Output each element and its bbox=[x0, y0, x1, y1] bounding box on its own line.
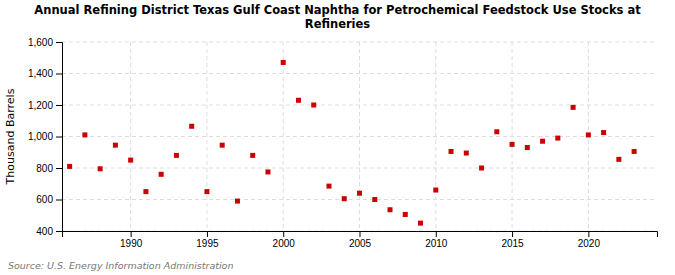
point bbox=[159, 172, 164, 177]
chart: 1990 1995 2000 2005 2010 2015 2020 400 600 800 1,0… bbox=[0, 0, 675, 275]
x-tick-mark bbox=[360, 231, 361, 237]
x-tick: 2010 bbox=[425, 231, 448, 249]
grid bbox=[62, 42, 657, 231]
x-tick-mark bbox=[131, 231, 132, 237]
y-tick-label: 1,400 bbox=[28, 68, 53, 79]
point bbox=[601, 130, 606, 135]
y-tick: 1,600 bbox=[28, 37, 62, 48]
x-tick-mark bbox=[207, 231, 208, 237]
point bbox=[418, 221, 423, 226]
point bbox=[143, 189, 148, 194]
point bbox=[357, 191, 362, 196]
x-axis-line bbox=[63, 232, 658, 238]
x-tick-label: 2020 bbox=[578, 238, 601, 249]
x-axis: 1990 1995 2000 2005 2010 2015 2020 bbox=[63, 231, 658, 249]
point bbox=[464, 151, 469, 156]
y-tick: 1,000 bbox=[28, 131, 62, 142]
title-line: Refineries bbox=[305, 17, 371, 31]
x-tick-mark bbox=[436, 231, 437, 237]
title: Annual Refining District Texas Gulf Coas… bbox=[34, 3, 641, 31]
x-tick-label: 2000 bbox=[273, 238, 296, 249]
y-tick: 1,200 bbox=[28, 100, 62, 111]
y-tick-mark bbox=[56, 168, 62, 169]
title-line: Annual Refining District Texas Gulf Coas… bbox=[34, 3, 641, 17]
point bbox=[311, 103, 316, 108]
point bbox=[510, 142, 515, 147]
point bbox=[403, 212, 408, 217]
point bbox=[67, 164, 72, 169]
x-grid-line bbox=[359, 42, 360, 231]
x-grid-line bbox=[512, 42, 513, 231]
x-tick: 2020 bbox=[578, 231, 601, 249]
y-tick: 800 bbox=[36, 163, 62, 174]
y-tick-mark bbox=[56, 74, 62, 75]
points bbox=[67, 60, 636, 226]
x-tick-label: 1995 bbox=[196, 238, 219, 249]
point bbox=[479, 166, 484, 171]
point bbox=[98, 166, 103, 171]
x-grid-line bbox=[435, 42, 436, 231]
point bbox=[494, 129, 499, 134]
x-tick: 1995 bbox=[196, 231, 219, 249]
x-tick: 2000 bbox=[273, 231, 296, 249]
y-tick-mark bbox=[56, 105, 62, 106]
point bbox=[113, 143, 118, 148]
x-tick-label: 1990 bbox=[120, 238, 143, 249]
x-tick-mark bbox=[588, 231, 589, 237]
x-tick: 1990 bbox=[120, 231, 143, 249]
x-grid-line bbox=[130, 42, 131, 231]
point bbox=[250, 153, 255, 158]
x-grid-line bbox=[206, 42, 207, 231]
y-tick-label: 1,000 bbox=[28, 131, 53, 142]
point bbox=[326, 184, 331, 189]
y-tick-label: 1,600 bbox=[28, 37, 53, 48]
point bbox=[342, 196, 347, 201]
plot-area: 1990 1995 2000 2005 2010 2015 2020 400 600 800 1,0… bbox=[28, 37, 658, 249]
y-tick-mark bbox=[56, 231, 62, 232]
y-tick-mark bbox=[56, 42, 62, 43]
y-tick-label: 800 bbox=[36, 163, 53, 174]
point bbox=[449, 149, 454, 154]
y-tick: 600 bbox=[36, 194, 62, 205]
y-tick-label: 1,200 bbox=[28, 100, 53, 111]
point bbox=[616, 157, 621, 162]
point bbox=[586, 132, 591, 137]
point bbox=[189, 124, 194, 129]
y-tick: 400 bbox=[36, 226, 62, 237]
point bbox=[372, 197, 377, 202]
source: Source: U.S. Energy Information Administ… bbox=[8, 260, 233, 271]
point bbox=[82, 132, 87, 137]
y-tick-label: 400 bbox=[36, 226, 53, 237]
y-axis: 400 600 800 1,000 1,200 1,400 1,600 bbox=[28, 37, 63, 237]
point bbox=[174, 153, 179, 158]
y-tick-mark bbox=[56, 137, 62, 138]
x-tick: 2015 bbox=[501, 231, 524, 249]
point bbox=[296, 98, 301, 103]
x-grid-line bbox=[283, 42, 284, 231]
x-tick: 2005 bbox=[349, 231, 372, 249]
point bbox=[265, 169, 270, 174]
point bbox=[388, 207, 393, 212]
y-axis-line bbox=[56, 43, 63, 232]
point bbox=[235, 199, 240, 204]
y-tick: 1,400 bbox=[28, 68, 62, 79]
y-axis-title: Thousand Barrels bbox=[4, 88, 17, 185]
x-tick-mark bbox=[512, 231, 513, 237]
point bbox=[555, 136, 560, 141]
point bbox=[281, 60, 286, 65]
point bbox=[433, 188, 438, 193]
x-tick-label: 2015 bbox=[501, 238, 524, 249]
point bbox=[220, 143, 225, 148]
y-tick-label: 600 bbox=[36, 194, 53, 205]
y-tick-mark bbox=[56, 200, 62, 201]
point bbox=[204, 189, 209, 194]
x-tick-mark bbox=[283, 231, 284, 237]
point bbox=[571, 105, 576, 110]
point bbox=[128, 158, 133, 163]
point bbox=[632, 149, 637, 154]
x-tick-label: 2005 bbox=[349, 238, 372, 249]
point bbox=[540, 139, 545, 144]
x-tick-label: 2010 bbox=[425, 238, 448, 249]
point bbox=[525, 145, 530, 150]
